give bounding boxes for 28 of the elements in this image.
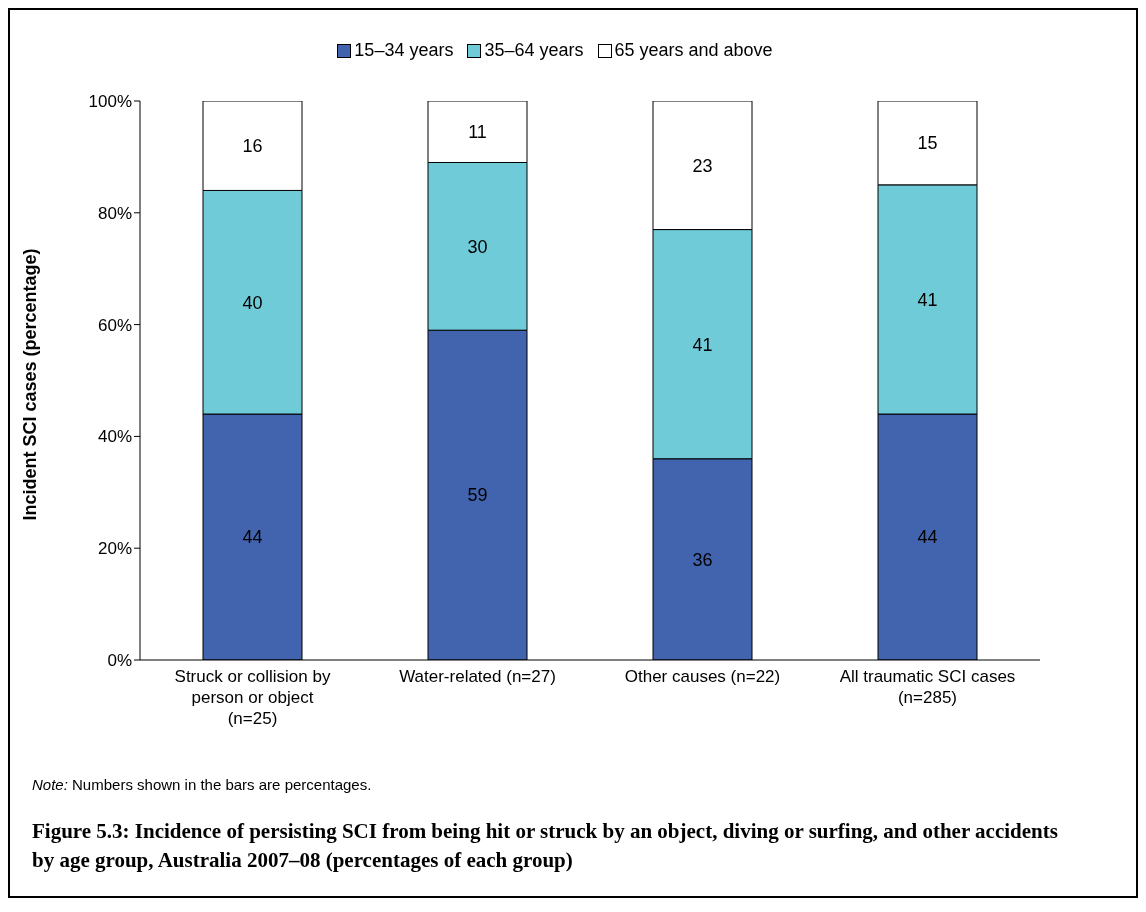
y-tick-label: 80% [97, 203, 132, 223]
y-axis-title: Incident SCI cases (percentage) [20, 248, 41, 521]
x-tick-label: Struck or collision by person or object (n=25) [174, 667, 331, 728]
data-label: 36 [692, 549, 713, 570]
y-tick-label: 0% [107, 651, 132, 671]
data-label: 44 [917, 527, 938, 548]
y-tick-label: 40% [97, 427, 132, 447]
legend-label: 15–34 years [353, 40, 454, 61]
data-label: 41 [692, 334, 713, 355]
x-tick-label: Water-related (n=27) [399, 667, 556, 686]
data-label: 15 [917, 133, 938, 154]
data-label: 44 [242, 527, 263, 548]
data-label: 40 [242, 292, 263, 313]
data-label: 41 [917, 289, 938, 310]
data-label: 30 [467, 236, 488, 257]
text: Figure 5.3: Incidence of persisting SCI from being hit or struck by an object, diving or surfing, and other accidents by age group, Australia 2007–08 (percentages of each group) [32, 818, 1059, 875]
legend-label: 35–64 years [483, 40, 584, 61]
x-tick-label: Other causes (n=22) [624, 667, 781, 686]
data-label: 16 [242, 136, 263, 157]
data-label: 23 [692, 155, 713, 176]
y-tick-label: 60% [97, 315, 132, 335]
data-label: 11 [468, 122, 487, 143]
x-tick-label: All traumatic SCI cases (n=285) [839, 667, 1016, 707]
legend-label: 65 years and above [613, 40, 773, 61]
text: Note: Numbers shown in the bars are percentages. [32, 776, 373, 793]
data-label: 59 [467, 485, 488, 506]
y-tick-label: 100% [88, 92, 132, 112]
y-tick-label: 20% [97, 539, 132, 559]
